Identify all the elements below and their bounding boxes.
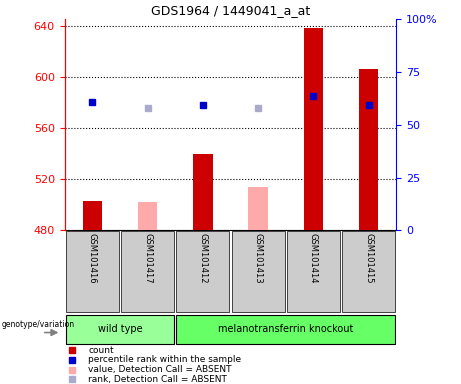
Bar xyxy=(248,187,268,230)
FancyBboxPatch shape xyxy=(342,231,396,312)
Bar xyxy=(359,69,378,230)
Text: genotype/variation: genotype/variation xyxy=(1,320,74,329)
Text: count: count xyxy=(89,346,114,355)
Text: GSM101412: GSM101412 xyxy=(198,233,207,283)
Text: melanotransferrin knockout: melanotransferrin knockout xyxy=(218,324,354,334)
Text: GSM101414: GSM101414 xyxy=(309,233,318,283)
FancyBboxPatch shape xyxy=(231,231,285,312)
Bar xyxy=(83,201,102,230)
Text: GSM101417: GSM101417 xyxy=(143,233,152,283)
Text: value, Detection Call = ABSENT: value, Detection Call = ABSENT xyxy=(89,365,232,374)
Text: percentile rank within the sample: percentile rank within the sample xyxy=(89,356,242,364)
FancyBboxPatch shape xyxy=(65,314,174,344)
Text: GSM101416: GSM101416 xyxy=(88,233,97,283)
FancyBboxPatch shape xyxy=(176,314,396,344)
Text: GSM101415: GSM101415 xyxy=(364,233,373,283)
FancyBboxPatch shape xyxy=(287,231,340,312)
Bar xyxy=(304,28,323,230)
FancyBboxPatch shape xyxy=(65,231,119,312)
Text: wild type: wild type xyxy=(98,324,142,334)
FancyBboxPatch shape xyxy=(176,231,230,312)
Text: GSM101413: GSM101413 xyxy=(254,233,263,283)
Title: GDS1964 / 1449041_a_at: GDS1964 / 1449041_a_at xyxy=(151,3,310,17)
FancyBboxPatch shape xyxy=(121,231,174,312)
Bar xyxy=(193,154,213,230)
Text: rank, Detection Call = ABSENT: rank, Detection Call = ABSENT xyxy=(89,375,227,384)
Bar xyxy=(138,202,157,230)
